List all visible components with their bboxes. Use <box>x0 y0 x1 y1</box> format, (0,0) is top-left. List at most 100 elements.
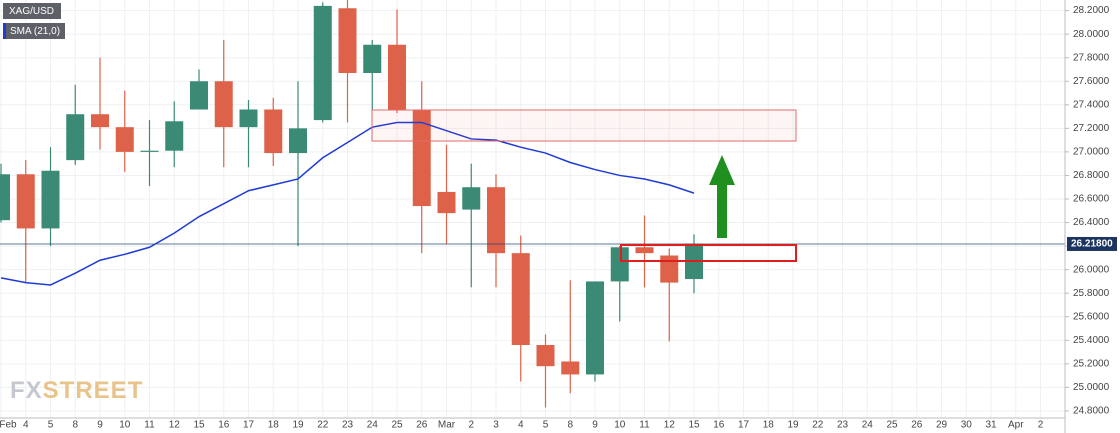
x-tick-label: 12 <box>169 420 181 431</box>
candle-body <box>115 127 134 152</box>
y-tick-label: 28.2000 <box>1073 5 1110 16</box>
y-tick-label: 27.4000 <box>1073 99 1110 110</box>
x-tick-label: 8 <box>72 420 78 431</box>
y-tick-label: 26.0000 <box>1073 264 1110 275</box>
x-tick-label: 19 <box>787 420 799 431</box>
y-tick-label: 25.4000 <box>1073 335 1110 346</box>
candle-body <box>660 255 679 283</box>
x-tick-label: 23 <box>837 420 849 431</box>
x-tick-label: 12 <box>664 420 676 431</box>
candle-body <box>412 109 431 207</box>
x-tick-label: 11 <box>144 420 155 431</box>
y-tick-label: 26.4000 <box>1073 217 1110 228</box>
candle-body <box>487 187 505 254</box>
x-tick-label: 15 <box>688 420 700 431</box>
x-tick-label: 31 <box>985 420 997 431</box>
x-tick-label: Apr <box>1008 420 1024 431</box>
x-tick-label: 2 <box>1038 420 1044 431</box>
x-tick-label: 5 <box>543 420 549 431</box>
up-arrow <box>709 155 735 238</box>
x-tick-label: 22 <box>317 420 329 431</box>
y-tick-label: 24.8000 <box>1073 406 1110 417</box>
candle-body <box>536 344 555 367</box>
y-tick-label: 25.2000 <box>1073 358 1110 369</box>
x-tick-label: 3 <box>493 420 499 431</box>
legend-box <box>3 23 65 39</box>
last-price-box <box>1067 236 1117 251</box>
x-tick-label: 25 <box>886 420 898 431</box>
y-tick-label: 25.8000 <box>1073 288 1110 299</box>
candle-body <box>313 5 332 121</box>
x-tick-label: 5 <box>48 420 54 431</box>
x-tick-label: 4 <box>23 420 29 431</box>
plot-layer <box>0 0 1065 408</box>
x-tick-label: 10 <box>119 420 131 431</box>
y-tick-label: 28.0000 <box>1073 29 1110 40</box>
candle-body <box>635 247 654 254</box>
x-tick-label: 25 <box>391 420 403 431</box>
x-tick-label: 9 <box>592 420 598 431</box>
x-tick-label: 10 <box>614 420 626 431</box>
x-tick-label: 22 <box>812 420 824 431</box>
candle-body <box>66 114 85 161</box>
x-tick-label: 17 <box>243 420 255 431</box>
legend-symbol: XAG/USD <box>9 6 54 17</box>
x-tick-label: 18 <box>268 420 280 431</box>
x-tick-label: 24 <box>367 420 379 431</box>
legend-swatch <box>3 23 6 39</box>
x-tick-label: Feb <box>0 420 17 431</box>
x-tick-label: 15 <box>193 420 205 431</box>
x-tick-label: 19 <box>292 420 304 431</box>
y-tick-label: 27.2000 <box>1073 123 1110 134</box>
candle-body <box>165 121 184 151</box>
y-tick-label: 25.6000 <box>1073 311 1110 322</box>
x-tick-label: 23 <box>342 420 354 431</box>
x-tick-label: 26 <box>911 420 923 431</box>
candle-body <box>511 253 530 345</box>
y-tick-label: 27.0000 <box>1073 147 1110 158</box>
x-tick-label: 18 <box>763 420 775 431</box>
candle-body <box>239 109 258 128</box>
resistance-zone <box>371 109 797 142</box>
x-tick-label: 16 <box>713 420 725 431</box>
y-tick-label: 27.8000 <box>1073 52 1110 63</box>
x-tick-label: 4 <box>518 420 524 431</box>
x-tick-label: 24 <box>862 420 874 431</box>
watermark-street: STREET <box>43 377 144 404</box>
candle-body <box>91 114 109 128</box>
x-tick-label: 26 <box>416 420 428 431</box>
candle-body <box>363 44 382 74</box>
candle-body <box>0 174 10 221</box>
candle-body <box>462 187 481 210</box>
y-tick-label: 27.6000 <box>1073 76 1110 87</box>
y-tick-label: 26.6000 <box>1073 194 1110 205</box>
x-tick-label: 11 <box>639 420 650 431</box>
x-tick-label: 2 <box>468 420 474 431</box>
x-tick-label: 29 <box>936 420 948 431</box>
candle-body <box>610 247 629 282</box>
candle-body <box>41 170 60 229</box>
x-tick-label: 8 <box>567 420 573 431</box>
last-price-label: 26.21800 <box>1071 239 1113 250</box>
x-tick-label: 30 <box>961 420 973 431</box>
candle-body <box>140 150 159 152</box>
candle-body <box>214 81 233 128</box>
sma-line <box>0 121 695 286</box>
y-tick-label: 26.8000 <box>1073 170 1110 181</box>
x-tick-label: Mar <box>438 420 456 431</box>
watermark-fx: FX <box>10 377 43 404</box>
candle-body <box>338 8 357 74</box>
x-tick-label: 9 <box>97 420 103 431</box>
candle-body <box>561 361 580 375</box>
candle-body <box>388 44 406 110</box>
legend-sma: SMA (21,0) <box>10 26 60 37</box>
candle-body <box>190 81 208 110</box>
candle-body <box>16 174 35 229</box>
candle-body <box>437 191 456 214</box>
x-tick-label: 16 <box>218 420 230 431</box>
x-tick-label: 17 <box>738 420 750 431</box>
y-tick-label: 25.0000 <box>1073 382 1110 393</box>
support-zone <box>620 244 797 262</box>
candle-body <box>586 281 604 375</box>
